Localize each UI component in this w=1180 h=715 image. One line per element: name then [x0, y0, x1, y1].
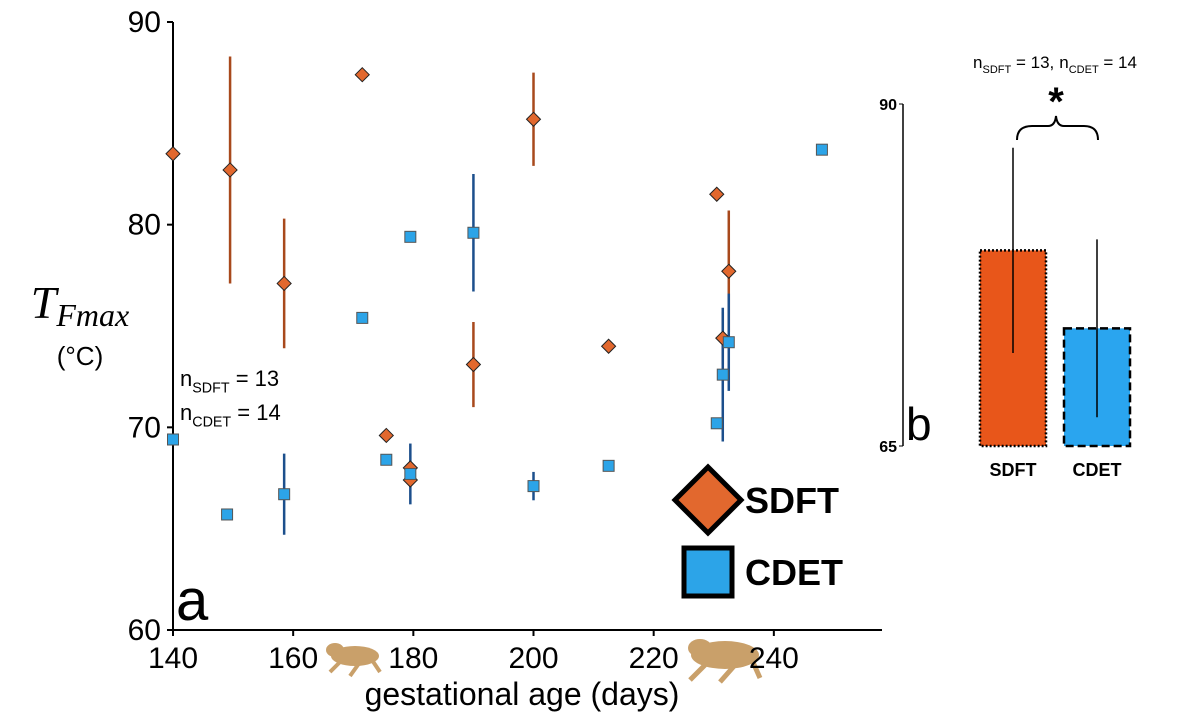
square-marker	[602, 459, 615, 472]
x-tick-label: 240	[749, 642, 799, 675]
square-marker	[710, 417, 723, 430]
square-marker	[527, 480, 540, 493]
square-marker	[380, 453, 393, 466]
symbol: n	[973, 53, 982, 72]
legend-label: SDFT	[745, 480, 839, 521]
y-tick-label: 80	[128, 209, 161, 242]
diamond-marker	[378, 427, 395, 444]
y-tick-label: 60	[128, 614, 161, 647]
square-marker	[167, 433, 179, 446]
diamond-marker	[222, 162, 238, 178]
diamond-marker	[465, 356, 482, 373]
y-tick-label: 90	[879, 97, 897, 114]
diamond-marker	[600, 338, 617, 354]
subscript: Fmax	[55, 297, 129, 333]
x-axis-label: gestational age (days)	[365, 676, 680, 712]
x-tick-label: 180	[388, 642, 438, 675]
fetus-icon	[326, 643, 382, 678]
x-tick-label: 160	[268, 642, 318, 675]
legend-label: CDET	[745, 552, 843, 593]
square-marker	[278, 488, 291, 501]
square-marker	[404, 467, 417, 480]
annotation: nSDFT = 13, nCDET = 14	[973, 53, 1137, 76]
annotation: nSDFT = 13	[180, 366, 279, 397]
diamond-marker	[721, 263, 737, 279]
y-tick-label: 65	[879, 439, 897, 456]
legend-marker	[681, 545, 735, 599]
y-axis-unit: (°C)	[57, 341, 104, 371]
symbol: T	[31, 277, 60, 328]
annotation-text: = 13,	[1011, 53, 1054, 72]
square-marker	[404, 230, 417, 243]
diamond-marker	[165, 146, 181, 162]
annotation-text: = 14	[1099, 53, 1137, 72]
symbol: n	[1059, 53, 1068, 72]
x-tick-label: 220	[629, 642, 679, 675]
y-axis-label: TFmax	[31, 277, 129, 333]
subscript: CDET	[1069, 64, 1099, 76]
square-marker	[467, 226, 480, 239]
subscript: SDFT	[983, 64, 1012, 76]
significance: *	[1048, 80, 1064, 124]
diamond-marker	[525, 111, 542, 127]
y-tick-label: 70	[128, 411, 161, 444]
symbol: n	[180, 400, 192, 425]
fetus-icon	[688, 639, 763, 684]
x-tick-label: SDFT	[990, 460, 1037, 480]
x-tick-label: CDET	[1073, 460, 1122, 480]
y-tick-label: 90	[128, 6, 161, 39]
x-tick-label: 200	[508, 642, 558, 675]
square-marker	[722, 336, 735, 349]
symbol: n	[180, 366, 192, 391]
annotation-text: = 13	[230, 366, 280, 391]
panel-label: b	[906, 398, 932, 450]
square-marker	[815, 143, 828, 156]
annotation-text: = 14	[231, 400, 281, 425]
diamond-marker	[709, 186, 725, 202]
diamond-marker	[354, 66, 370, 83]
subscript: SDFT	[192, 381, 230, 397]
x-tick-label: 140	[148, 642, 198, 675]
square-marker	[716, 368, 729, 381]
legend-marker	[671, 463, 745, 537]
square-marker	[356, 311, 369, 324]
bracket	[1016, 115, 1099, 141]
panel-label: a	[176, 568, 209, 633]
square-marker	[221, 508, 234, 521]
diamond-marker	[276, 275, 292, 292]
annotation: nCDET = 14	[180, 400, 281, 431]
subscript: CDET	[192, 415, 231, 431]
